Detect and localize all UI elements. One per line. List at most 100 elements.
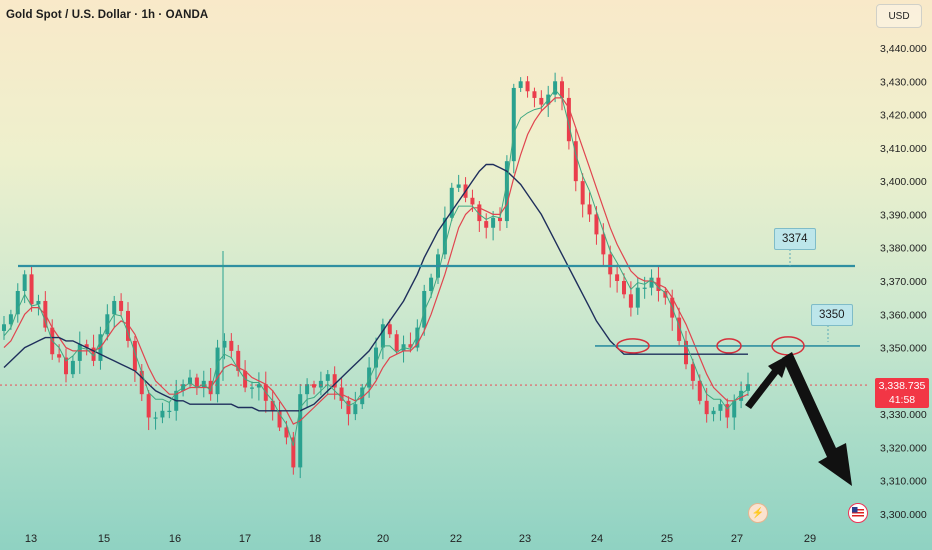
candle-body [684,340,688,365]
candle-body [470,197,475,205]
time-axis-tick: 18 [309,533,321,545]
candle-body [711,410,716,415]
candle-body [15,290,20,315]
candle-body [449,187,454,218]
resistance-label[interactable]: 3374 [774,228,816,250]
mid-moving-average [3,88,749,446]
slow-moving-average [3,163,748,412]
price-axis-tick: 3,440.000 [880,43,927,55]
candle-body [112,300,117,315]
candle-body [725,404,730,418]
time-axis-tick: 25 [661,533,673,545]
candle-body [167,410,172,413]
time-axis-tick: 16 [169,533,181,545]
candle-body [153,417,158,419]
candle-body [374,347,378,368]
current-price-value: 3,338.735 [878,380,926,392]
candle-body [553,81,558,95]
candle-body [477,204,482,222]
candle-body [160,410,165,418]
candle-body [580,181,585,205]
candle-body [84,344,89,348]
candle-body [22,274,27,291]
candle-body [677,317,682,341]
time-axis-tick: 17 [239,533,251,545]
candle-body [250,387,254,389]
candle-body [256,384,261,388]
candle-body [622,281,626,295]
candle-body [587,204,592,215]
candle-body [64,357,68,375]
time-axis: 13 15 16 17 18 20 22 23 24 25 27 29 [25,533,816,545]
candle-body [229,340,234,351]
candle-body [353,404,358,415]
candle-body [594,214,599,235]
current-price-tag: 3,338.735 41:58 [875,378,929,408]
price-axis-tick: 3,350.000 [880,343,927,355]
price-axis-tick: 3,310.000 [880,476,927,488]
candle-body [560,81,564,98]
drawings-layer [616,249,852,486]
price-axis-tick: 3,410.000 [880,143,927,155]
candle-body [408,344,413,348]
candle-body [690,364,695,381]
time-axis-tick: 24 [591,533,603,545]
projection-arrow-up [745,354,790,409]
candle-body [222,340,227,348]
candle-body [132,340,137,371]
candle-body [70,360,75,375]
price-axis-tick: 3,430.000 [880,76,927,88]
candle-body [2,324,6,331]
candle-body [387,324,392,335]
candle-body [504,161,509,222]
candle-body [325,374,330,381]
currency-selector[interactable]: USD [876,4,922,28]
candle-body [57,354,62,358]
candle-body [573,141,578,182]
candle-body [422,290,427,328]
price-axis-tick: 3,390.000 [880,209,927,221]
candle-body [298,394,303,468]
candle-body [539,97,544,105]
candles-layer [2,72,750,479]
candle-body [697,380,702,401]
candle-body [277,410,282,428]
candle-body [628,294,633,308]
candle-body [394,334,399,351]
candle-body [498,217,502,222]
highlight-ellipse [616,338,650,354]
candle-body [236,350,241,371]
candle-body [146,394,151,418]
time-axis-tick: 20 [377,533,389,545]
candle-body [615,274,620,281]
candle-body [360,387,365,405]
candle-body [663,290,668,298]
support-label[interactable]: 3350 [811,304,853,326]
candle-body [312,384,316,388]
price-axis-tick: 3,330.000 [880,409,927,421]
candle-body [215,347,220,395]
candle-body [8,314,13,325]
candle-body [484,221,489,228]
time-axis-tick: 23 [519,533,531,545]
candle-body [442,217,447,255]
candle-body [739,390,744,401]
candle-body [635,287,640,308]
candle-body [270,400,275,411]
chart-title: Gold Spot / U.S. Dollar · 1h · OANDA [6,9,209,21]
candle-body [491,217,496,228]
price-axis-tick: 3,300.000 [880,509,927,521]
us-flag-icon[interactable] [848,503,868,523]
candle-body [456,184,461,188]
candle-body [194,377,199,388]
candle-body [380,324,385,348]
lightning-icon[interactable]: ⚡ [748,503,768,523]
candle-body [608,254,613,275]
time-axis-tick: 13 [25,533,37,545]
candle-body [518,81,523,88]
candle-body [188,377,192,385]
candle-body [291,437,296,468]
candle-body [649,277,654,288]
candle-body [36,300,41,305]
